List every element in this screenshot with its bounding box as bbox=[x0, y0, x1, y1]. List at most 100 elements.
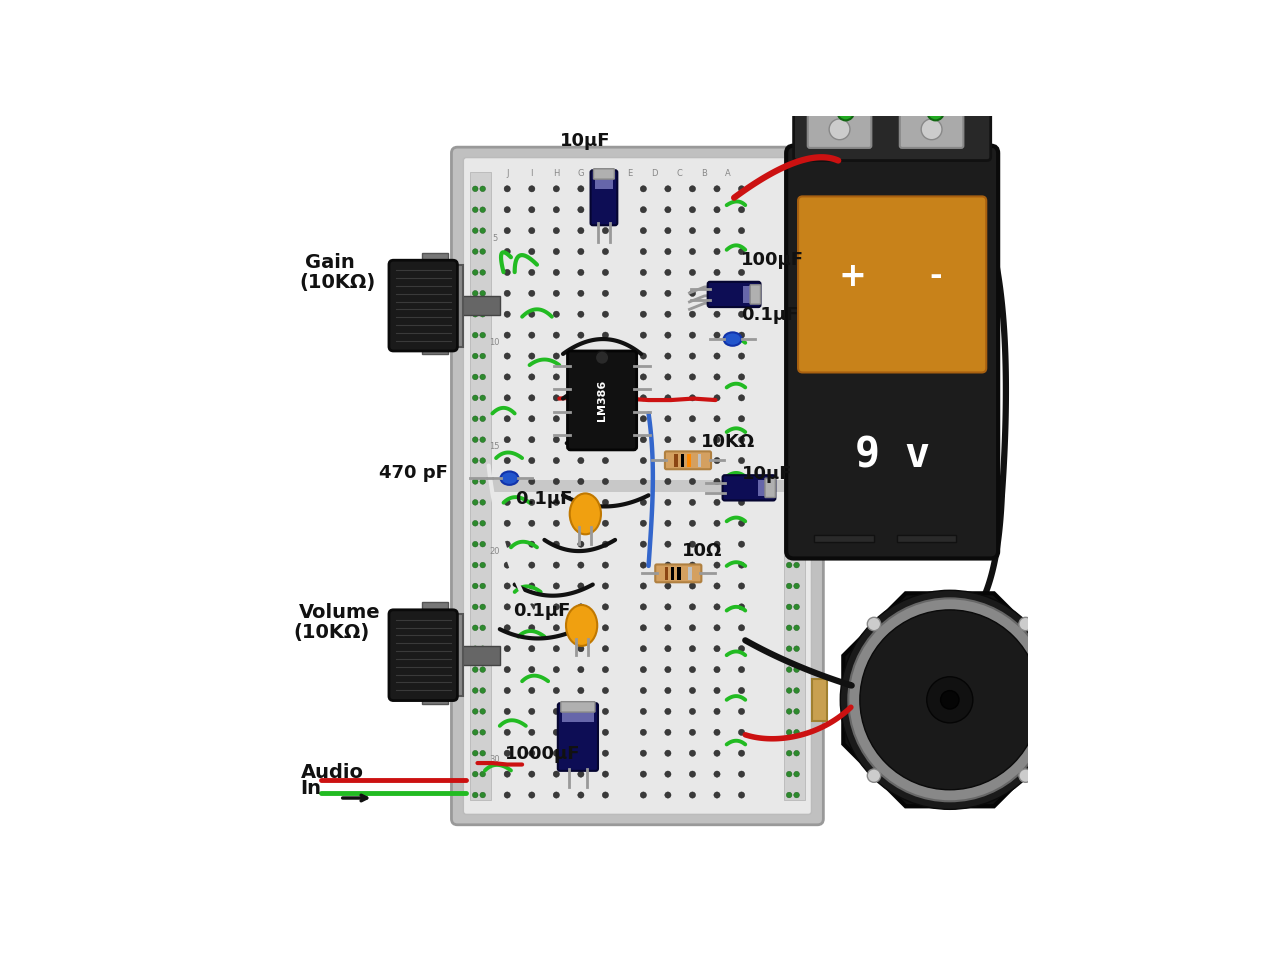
Bar bbox=[448, 614, 462, 696]
Circle shape bbox=[849, 598, 1051, 801]
Circle shape bbox=[504, 374, 511, 380]
Circle shape bbox=[480, 458, 485, 464]
Circle shape bbox=[794, 667, 800, 672]
Circle shape bbox=[504, 437, 511, 442]
Circle shape bbox=[603, 437, 608, 442]
Circle shape bbox=[504, 708, 511, 715]
Circle shape bbox=[739, 478, 745, 485]
Circle shape bbox=[529, 395, 535, 401]
Circle shape bbox=[480, 207, 485, 213]
Circle shape bbox=[480, 499, 485, 505]
Circle shape bbox=[480, 416, 485, 421]
Circle shape bbox=[603, 750, 608, 756]
Circle shape bbox=[529, 625, 535, 631]
Circle shape bbox=[577, 520, 584, 526]
Circle shape bbox=[472, 354, 477, 359]
Circle shape bbox=[690, 645, 695, 652]
Circle shape bbox=[786, 270, 792, 275]
Circle shape bbox=[472, 792, 477, 798]
Circle shape bbox=[553, 332, 559, 338]
Text: C: C bbox=[676, 169, 682, 179]
Bar bbox=[689, 567, 691, 580]
Circle shape bbox=[714, 374, 721, 380]
Circle shape bbox=[577, 708, 584, 715]
Circle shape bbox=[480, 291, 485, 297]
Circle shape bbox=[794, 458, 800, 464]
Circle shape bbox=[786, 792, 792, 798]
Circle shape bbox=[794, 604, 800, 610]
Circle shape bbox=[553, 729, 559, 735]
Circle shape bbox=[603, 415, 608, 422]
Circle shape bbox=[739, 290, 745, 297]
Text: 15: 15 bbox=[489, 442, 500, 451]
Circle shape bbox=[640, 290, 646, 297]
Circle shape bbox=[690, 415, 695, 422]
Text: 470 pF: 470 pF bbox=[379, 464, 448, 482]
Circle shape bbox=[739, 541, 745, 548]
Circle shape bbox=[529, 562, 535, 568]
Circle shape bbox=[553, 228, 559, 234]
Circle shape bbox=[480, 646, 485, 651]
Circle shape bbox=[472, 625, 477, 631]
Circle shape bbox=[603, 374, 608, 380]
Circle shape bbox=[690, 771, 695, 778]
Circle shape bbox=[480, 248, 485, 254]
Circle shape bbox=[664, 604, 671, 610]
Circle shape bbox=[577, 353, 584, 359]
Circle shape bbox=[472, 186, 477, 191]
Circle shape bbox=[690, 625, 695, 631]
Circle shape bbox=[472, 311, 477, 317]
FancyBboxPatch shape bbox=[664, 451, 712, 469]
Circle shape bbox=[739, 353, 745, 359]
FancyBboxPatch shape bbox=[786, 146, 998, 558]
Circle shape bbox=[739, 270, 745, 275]
FancyBboxPatch shape bbox=[900, 102, 964, 148]
Circle shape bbox=[640, 374, 646, 380]
Circle shape bbox=[664, 332, 671, 338]
Circle shape bbox=[868, 769, 881, 782]
Bar bbox=[448, 265, 462, 347]
Circle shape bbox=[603, 792, 608, 798]
Circle shape bbox=[786, 499, 792, 505]
Circle shape bbox=[664, 645, 671, 652]
Circle shape bbox=[472, 478, 477, 484]
Text: I: I bbox=[530, 169, 532, 179]
Bar bbox=[897, 535, 956, 542]
Bar bbox=[675, 454, 677, 467]
Text: 20: 20 bbox=[489, 547, 500, 555]
Circle shape bbox=[603, 688, 608, 694]
Circle shape bbox=[786, 562, 792, 568]
Text: 10Ω: 10Ω bbox=[682, 542, 722, 560]
Circle shape bbox=[504, 415, 511, 422]
Circle shape bbox=[690, 270, 695, 275]
FancyBboxPatch shape bbox=[389, 610, 457, 700]
FancyBboxPatch shape bbox=[808, 102, 872, 148]
Circle shape bbox=[603, 625, 608, 631]
Text: 25: 25 bbox=[489, 651, 500, 660]
Ellipse shape bbox=[566, 605, 598, 646]
Circle shape bbox=[927, 104, 943, 121]
Circle shape bbox=[553, 604, 559, 610]
Circle shape bbox=[504, 290, 511, 297]
Circle shape bbox=[504, 185, 511, 192]
Circle shape bbox=[529, 645, 535, 652]
Bar bbox=[575, 630, 589, 639]
Circle shape bbox=[664, 248, 671, 255]
Circle shape bbox=[640, 645, 646, 652]
Circle shape bbox=[739, 645, 745, 652]
Bar bbox=[758, 480, 769, 496]
Circle shape bbox=[529, 792, 535, 798]
Circle shape bbox=[714, 729, 721, 735]
Circle shape bbox=[739, 562, 745, 568]
Circle shape bbox=[690, 311, 695, 318]
Polygon shape bbox=[844, 593, 1056, 807]
Circle shape bbox=[480, 521, 485, 526]
FancyBboxPatch shape bbox=[594, 169, 614, 179]
Circle shape bbox=[739, 582, 745, 589]
Circle shape bbox=[640, 415, 646, 422]
Circle shape bbox=[794, 374, 800, 380]
Circle shape bbox=[603, 604, 608, 610]
Circle shape bbox=[794, 688, 800, 694]
Circle shape bbox=[640, 562, 646, 568]
Circle shape bbox=[504, 582, 511, 589]
